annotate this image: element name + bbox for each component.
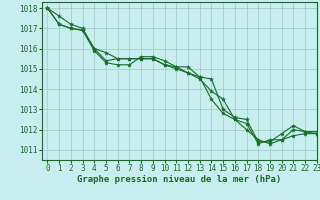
X-axis label: Graphe pression niveau de la mer (hPa): Graphe pression niveau de la mer (hPa): [77, 175, 281, 184]
